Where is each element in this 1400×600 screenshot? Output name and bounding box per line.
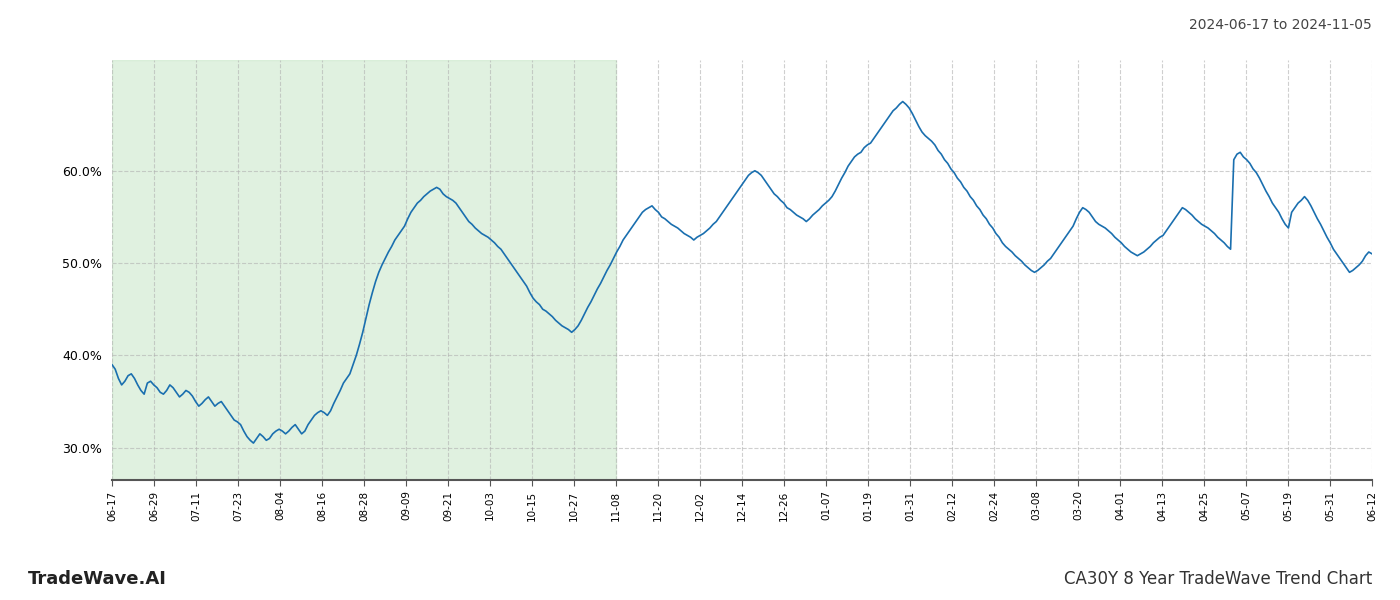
Text: CA30Y 8 Year TradeWave Trend Chart: CA30Y 8 Year TradeWave Trend Chart (1064, 570, 1372, 588)
Text: 2024-06-17 to 2024-11-05: 2024-06-17 to 2024-11-05 (1189, 18, 1372, 32)
Bar (112, 60, 616, 480)
Text: TradeWave.AI: TradeWave.AI (28, 570, 167, 588)
